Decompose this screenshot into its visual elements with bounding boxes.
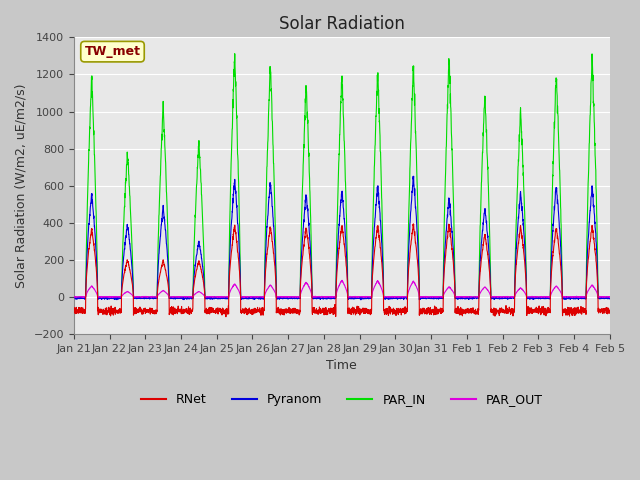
Text: TW_met: TW_met bbox=[84, 45, 141, 58]
Title: Solar Radiation: Solar Radiation bbox=[279, 15, 404, 33]
Legend: RNet, Pyranom, PAR_IN, PAR_OUT: RNet, Pyranom, PAR_IN, PAR_OUT bbox=[136, 388, 548, 411]
Y-axis label: Solar Radiation (W/m2, uE/m2/s): Solar Radiation (W/m2, uE/m2/s) bbox=[15, 84, 28, 288]
X-axis label: Time: Time bbox=[326, 360, 357, 372]
